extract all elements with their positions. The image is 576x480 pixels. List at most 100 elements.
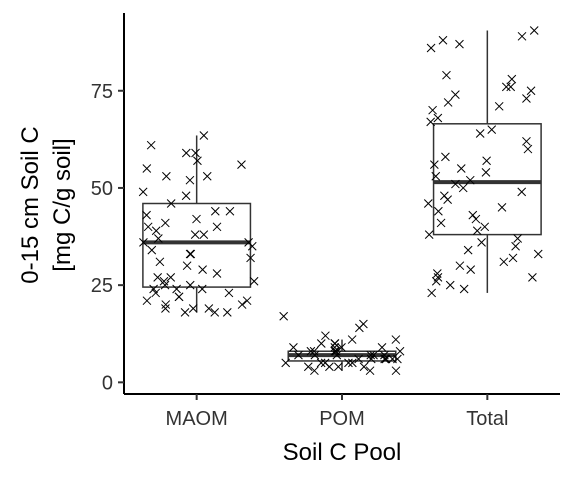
point-stroke [246, 253, 255, 263]
data-point [204, 304, 214, 313]
data-point [466, 265, 476, 274]
point-stroke [529, 26, 539, 35]
point-stroke [237, 300, 247, 309]
point-stroke [332, 350, 342, 360]
point-stroke [330, 346, 340, 356]
data-point [193, 156, 202, 166]
point-stroke [172, 284, 181, 294]
point-stroke [475, 129, 485, 138]
data-point [174, 292, 184, 302]
data-point [142, 164, 152, 173]
point-stroke [142, 296, 152, 306]
data-point [465, 175, 475, 185]
box-maom [142, 135, 252, 313]
data-point [190, 230, 200, 239]
data-point [388, 354, 397, 364]
point-stroke [151, 226, 161, 236]
point-stroke [281, 358, 291, 368]
data-point [369, 350, 378, 360]
data-point [529, 26, 539, 35]
data-point [188, 304, 198, 313]
point-stroke [508, 253, 518, 263]
iqr-box [432, 123, 542, 236]
data-point [181, 148, 191, 158]
point-stroke [149, 284, 158, 294]
point-stroke [423, 199, 433, 208]
point-stroke [193, 156, 202, 166]
data-point [426, 43, 436, 53]
point-stroke [436, 218, 446, 228]
data-point [191, 148, 200, 158]
data-point [365, 366, 375, 376]
point-stroke [166, 199, 176, 208]
data-point [458, 183, 468, 193]
point-stroke [526, 86, 536, 96]
point-stroke [190, 230, 200, 239]
point-stroke [142, 210, 151, 220]
data-point [438, 35, 448, 45]
point-stroke [138, 187, 148, 197]
point-stroke [366, 354, 376, 364]
data-point [511, 241, 520, 251]
point-stroke [242, 296, 252, 306]
data-point [181, 191, 191, 201]
data-point [475, 129, 485, 138]
point-stroke [182, 261, 192, 271]
data-point [432, 269, 442, 278]
point-stroke [191, 148, 200, 158]
point-stroke [455, 39, 464, 49]
data-point [468, 210, 478, 220]
point-stroke [161, 304, 170, 313]
point-stroke [395, 346, 405, 356]
data-point [528, 273, 537, 282]
data-point [431, 171, 441, 181]
data-point [459, 284, 469, 294]
data-point [471, 214, 481, 224]
data-point [499, 257, 509, 267]
data-point [431, 276, 441, 286]
point-stroke [366, 350, 376, 360]
point-stroke [365, 366, 375, 376]
data-point [359, 362, 369, 372]
data-point [289, 342, 298, 352]
data-point [310, 350, 320, 360]
point-stroke [465, 175, 475, 185]
data-point [517, 31, 527, 41]
data-point [477, 238, 486, 247]
y-tick-label: 75 [91, 81, 113, 103]
point-stroke [249, 276, 259, 286]
point-stroke [427, 288, 437, 298]
data-point [210, 308, 220, 317]
data-point [436, 218, 446, 228]
point-stroke [482, 156, 491, 166]
data-point [508, 253, 518, 263]
point-stroke [459, 284, 469, 294]
point-stroke [337, 342, 346, 352]
data-point [354, 354, 363, 364]
data-point [212, 222, 222, 232]
point-stroke [142, 164, 152, 173]
data-point [310, 366, 319, 376]
data-point [482, 156, 491, 166]
point-stroke [310, 366, 319, 376]
point-stroke [494, 101, 504, 111]
point-stroke [197, 284, 207, 294]
point-stroke [212, 269, 222, 278]
data-point [198, 265, 207, 274]
data-point [153, 273, 163, 282]
point-stroke [347, 335, 357, 344]
data-point [429, 160, 439, 169]
data-point [237, 160, 246, 169]
point-stroke [330, 342, 340, 352]
y-axis-title-line2: [mg C/g soil] [49, 138, 76, 271]
point-stroke [185, 249, 195, 259]
point-stroke [380, 354, 389, 364]
data-point [366, 350, 376, 360]
data-point [441, 152, 450, 162]
y-tick-label: 0 [102, 372, 113, 394]
point-stroke [441, 152, 450, 162]
point-stroke [468, 210, 478, 220]
point-stroke [321, 331, 330, 341]
data-point [161, 300, 171, 309]
data-point [333, 362, 343, 372]
